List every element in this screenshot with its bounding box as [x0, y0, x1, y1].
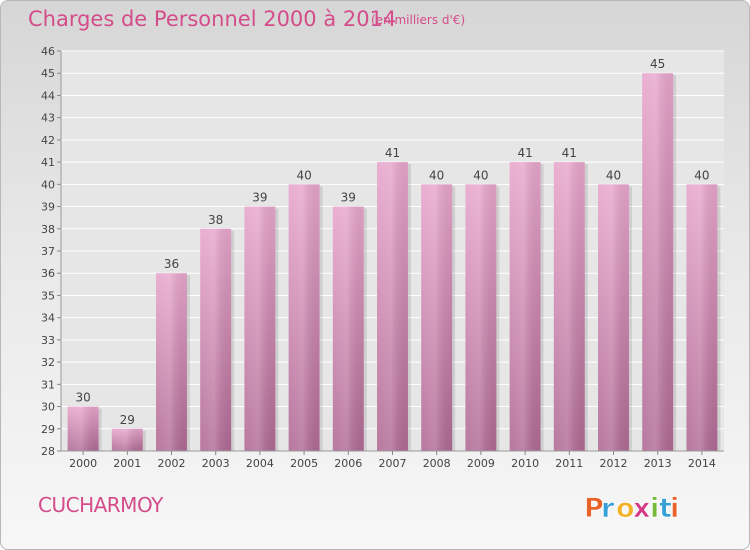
- bars: 30 29 36 38 39 40 39 41 40 40 41 41 40 45 40: [67, 57, 721, 452]
- chart-title: Charges de Personnel 2000 à 2014: [28, 7, 397, 31]
- x-tick-label: 2001: [113, 457, 141, 470]
- bar-highlight: [686, 184, 718, 452]
- y-tick-label: 29: [41, 423, 55, 436]
- y-tick-label: 36: [41, 267, 55, 280]
- bar-value-label: 41: [517, 146, 532, 160]
- bar-highlight: [332, 206, 364, 451]
- logo-letter: r: [601, 493, 615, 524]
- bar-highlight: [598, 184, 629, 452]
- bar-highlight: [200, 228, 232, 451]
- x-tick-label: 2006: [334, 457, 362, 470]
- logo-letter: i: [650, 493, 659, 524]
- bar-highlight: [67, 406, 99, 451]
- logo-letter: t: [659, 493, 672, 524]
- x-tick-label: 2012: [600, 457, 628, 470]
- x-tick-label: 2005: [290, 457, 318, 470]
- bar-value-label: 40: [473, 168, 488, 182]
- y-tick-label: 38: [41, 223, 55, 236]
- x-tick-label: 2008: [423, 457, 451, 470]
- x-tick-label: 2003: [202, 457, 230, 470]
- x-tick-label: 2011: [555, 457, 583, 470]
- x-tick-label: 2014: [688, 457, 716, 470]
- x-tick-label: 2004: [246, 457, 274, 470]
- y-tick-label: 41: [41, 156, 55, 169]
- bar-highlight: [421, 184, 453, 452]
- bar-highlight: [244, 206, 276, 451]
- logo-letter: o: [616, 493, 635, 524]
- chart-subtitle: (en milliers d'€): [371, 13, 466, 27]
- bar-highlight: [111, 428, 143, 451]
- proxiti-logo: Pr ox i ti: [584, 493, 680, 525]
- bar-value-label: 40: [694, 168, 709, 182]
- y-tick-label: 40: [41, 178, 55, 191]
- bar-highlight: [288, 184, 320, 452]
- bar-value-label: 40: [429, 168, 444, 182]
- bar-value-label: 41: [385, 146, 400, 160]
- y-tick-label: 32: [41, 356, 55, 369]
- bar-value-label: 41: [562, 146, 577, 160]
- bar-highlight: [509, 162, 541, 451]
- y-tick-label: 31: [41, 378, 55, 391]
- bar-highlight: [553, 162, 585, 451]
- bar-highlight: [156, 273, 187, 451]
- bar-value-label: 40: [606, 168, 621, 182]
- y-tick-label: 34: [41, 312, 55, 325]
- logo-letter: i: [670, 493, 679, 524]
- y-tick-label: 43: [41, 112, 55, 125]
- bar-value-label: 36: [164, 257, 179, 271]
- bar-highlight: [377, 162, 408, 451]
- y-tick-label: 28: [41, 445, 55, 458]
- x-tick-label: 2002: [158, 457, 186, 470]
- bar-value-label: 29: [120, 413, 135, 427]
- y-tick-label: 42: [41, 134, 55, 147]
- y-tick-label: 39: [41, 201, 55, 214]
- x-axis: 2000 2001 2002 2003 2004 2005 2006 2007 2008 2009…: [61, 450, 724, 470]
- bar-value-label: 45: [650, 57, 665, 71]
- y-tick-label: 35: [41, 289, 55, 302]
- x-tick-label: 2013: [644, 457, 672, 470]
- y-tick-label: 33: [41, 334, 55, 347]
- x-tick-label: 2009: [467, 457, 495, 470]
- y-tick-label: 45: [41, 67, 55, 80]
- location-name: CUCHARMOY: [38, 493, 163, 517]
- bar-highlight: [642, 73, 674, 451]
- x-tick-label: 2010: [511, 457, 539, 470]
- bar-value-label: 30: [75, 391, 90, 405]
- y-axis: 28 29 30 31 32 33 34 35 36 37 38 39 40 41 42 43 44 45 46: [41, 45, 62, 458]
- bar-value-label: 39: [252, 191, 267, 205]
- y-tick-label: 46: [41, 45, 55, 58]
- bar-value-label: 38: [208, 213, 223, 227]
- y-tick-label: 30: [41, 401, 55, 414]
- logo-letter: x: [633, 493, 650, 524]
- bar-highlight: [465, 184, 497, 452]
- y-tick-label: 44: [41, 89, 55, 102]
- x-tick-label: 2000: [69, 457, 97, 470]
- x-tick-label: 2007: [379, 457, 407, 470]
- logo-letter: P: [584, 493, 604, 524]
- y-tick-label: 37: [41, 245, 55, 258]
- bar-value-label: 40: [296, 168, 311, 182]
- bar-value-label: 39: [341, 191, 356, 205]
